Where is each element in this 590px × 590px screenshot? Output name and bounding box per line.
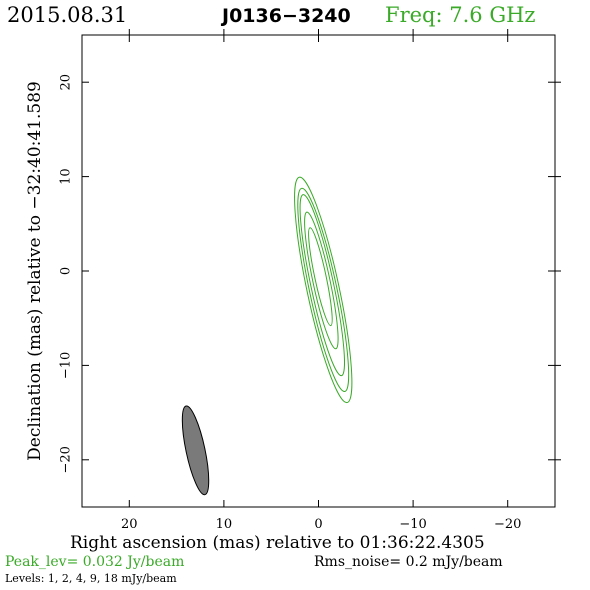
contour-levels-label: Levels: 1, 2, 4, 9, 18 mJy/beam xyxy=(5,572,177,585)
peak-level-label: Peak_lev= 0.032 Jy/beam xyxy=(5,554,185,570)
y-axis-label: Declination (mas) relative to −32:40:41.… xyxy=(25,81,45,461)
y-tick-label: 0 xyxy=(59,267,74,275)
plot-border xyxy=(81,34,556,508)
y-tick-label: −10 xyxy=(59,352,74,379)
rms-noise-label: Rms_noise= 0.2 mJy/beam xyxy=(314,554,503,570)
frequency-label: Freq: 7.6 GHz xyxy=(385,3,535,27)
contour-levels xyxy=(294,176,353,404)
epoch-date: 2015.08.31 xyxy=(7,3,128,27)
frequency-prefix: Freq: xyxy=(385,3,443,27)
contour-level-2 xyxy=(297,187,350,392)
x-tick-label: 0 xyxy=(314,517,322,532)
x-tick-label: −20 xyxy=(494,517,521,532)
x-tick-label: 10 xyxy=(216,517,233,532)
contour-level-1 xyxy=(294,176,353,404)
contour-level-9 xyxy=(304,211,339,350)
axis-tick-labels: 20 10 0 −10 −20 20 10 0 −10 −20 xyxy=(59,74,522,532)
y-tick-label: 20 xyxy=(59,74,74,91)
x-tick-label: −10 xyxy=(399,517,426,532)
frequency-value: 7.6 GHz xyxy=(449,3,536,27)
restoring-beam xyxy=(181,405,210,496)
source-name: J0136−3240 xyxy=(222,5,351,27)
plot-frame xyxy=(81,34,556,508)
beam-ellipse xyxy=(181,405,210,496)
x-axis-label: Right ascension (mas) relative to 01:36:… xyxy=(70,533,485,553)
y-tick-label: −20 xyxy=(59,446,74,473)
contour-level-18 xyxy=(308,227,333,327)
y-tick-label: 10 xyxy=(59,168,74,185)
x-tick-label: 20 xyxy=(121,517,138,532)
contour-level-4 xyxy=(299,194,345,377)
axis-ticks xyxy=(82,29,561,507)
